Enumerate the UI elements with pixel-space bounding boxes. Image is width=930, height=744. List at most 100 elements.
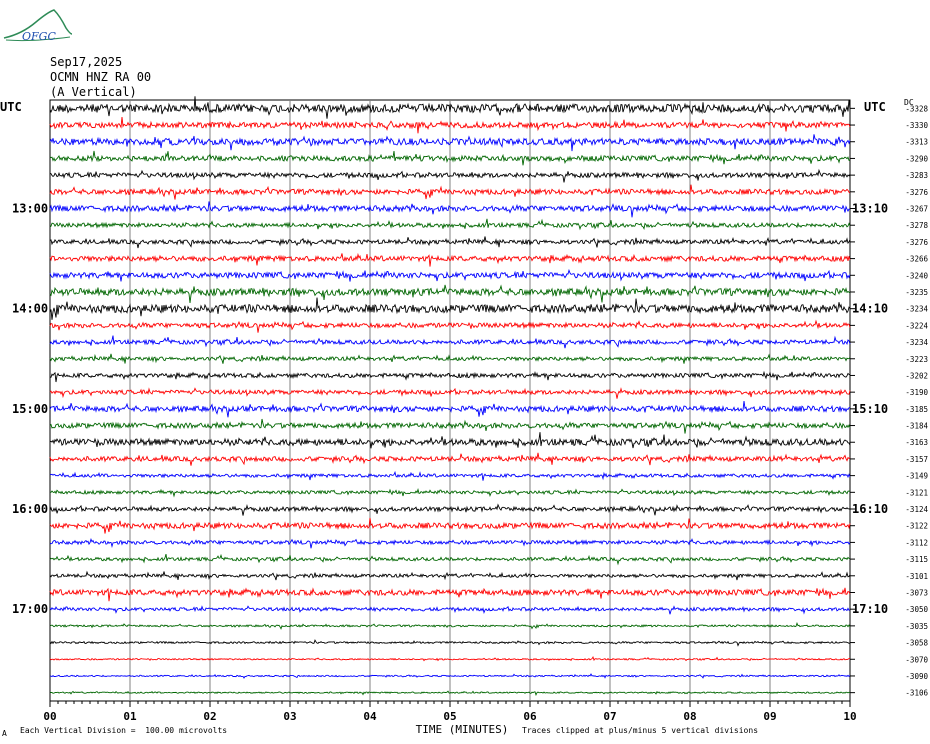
trace-line (49, 570, 851, 581)
dc-offset-label: -3234 (905, 338, 928, 347)
trace-line (49, 353, 851, 364)
dc-offset-label: -3224 (905, 321, 928, 330)
dc-offset-label: -3124 (905, 505, 928, 514)
dc-offset-label: -3278 (905, 221, 928, 230)
right-time-label: 14:10 (852, 302, 888, 316)
trace-line (49, 470, 851, 481)
trace-line (49, 587, 851, 602)
dc-offset-label: -3090 (905, 672, 928, 681)
station-label: OCMN HNZ RA 00 (50, 70, 152, 84)
trace-line (49, 236, 851, 249)
trace-line (49, 488, 851, 498)
trace-line (49, 452, 851, 466)
trace-line (49, 201, 851, 218)
left-time-label: 16:00 (12, 502, 48, 516)
x-tick-label: 03 (283, 710, 296, 723)
dc-offset-label: -3035 (905, 622, 928, 631)
date-label: Sep17,2025 (50, 55, 123, 69)
trace-line (49, 432, 851, 449)
dc-offset-label: -3276 (905, 188, 928, 197)
trace-line (49, 218, 851, 231)
trace-line (49, 622, 851, 630)
trace-line (49, 690, 851, 697)
trace-line (49, 168, 851, 183)
left-time-label: 17:00 (12, 602, 48, 616)
dc-offset-label: -3223 (905, 355, 928, 364)
dc-offset-label: -3283 (905, 171, 928, 180)
x-tick-label: 10 (843, 710, 856, 723)
dc-offset-label: -3190 (905, 388, 928, 397)
trace-line (49, 639, 851, 647)
trace-line (49, 134, 851, 152)
trace-line (49, 150, 851, 166)
right-time-label: 13:10 (852, 202, 888, 216)
x-tick-label: 05 (443, 710, 456, 723)
trace-line (49, 96, 851, 119)
trace-line (49, 517, 851, 534)
dc-offset-label: -3106 (905, 689, 928, 698)
trace-line (49, 268, 851, 282)
right-time-label: 15:10 (852, 402, 888, 416)
dc-offset-label: -3185 (905, 405, 928, 414)
dc-offset-label: -3313 (905, 138, 928, 147)
dc-offset-label: -3050 (905, 605, 928, 614)
right-time-label: 17:10 (852, 602, 888, 616)
trace-line (49, 319, 851, 333)
trace-line (49, 284, 851, 304)
left-time-label: 14:00 (12, 302, 48, 316)
left-time-label: 13:00 (12, 202, 48, 216)
x-tick-label: 06 (523, 710, 537, 723)
left-time-label: 15:00 (12, 402, 48, 416)
vertical-division-note: Each Vertical Division = 100.00 microvol… (20, 726, 228, 735)
dc-offset-label: -3058 (905, 639, 928, 648)
dc-header-label: DC (904, 98, 914, 107)
x-tick-label: 09 (763, 710, 776, 723)
component-label: (A Vertical) (50, 85, 137, 99)
x-axis-label: TIME (MINUTES) (416, 723, 509, 736)
dc-offset-label: -3290 (905, 154, 928, 163)
dc-offset-label: -3149 (905, 472, 928, 481)
trace-line (50, 673, 851, 679)
trace-line (49, 401, 851, 418)
dc-offset-label: -3266 (905, 255, 928, 264)
clip-note: Traces clipped at plus/minus 5 vertical … (522, 726, 759, 735)
trace-line (49, 335, 851, 349)
trace-line (49, 117, 851, 134)
left-timezone-label: UTC (0, 100, 22, 114)
right-time-label: 16:10 (852, 502, 888, 516)
trace-line (49, 537, 851, 549)
dc-offset-label: -3330 (905, 121, 928, 130)
trace-line (49, 184, 851, 200)
trace-line (49, 605, 851, 615)
trace-line (49, 252, 851, 267)
dc-offset-label: -3070 (905, 655, 928, 664)
dc-offset-label: -3276 (905, 238, 928, 247)
trace-line (49, 553, 851, 566)
dc-offset-label: -3240 (905, 271, 928, 280)
dc-offset-label: -3235 (905, 288, 928, 297)
trace-line (49, 370, 851, 383)
dc-offset-label: -3121 (905, 488, 928, 497)
dc-offset-label: -3163 (905, 438, 928, 447)
dc-offset-label: -3112 (905, 538, 928, 547)
x-tick-label: 08 (683, 710, 696, 723)
right-timezone-label: UTC (864, 100, 886, 114)
dc-offset-label: -3157 (905, 455, 928, 464)
dc-offset-label: -3202 (905, 371, 928, 380)
x-tick-label: 02 (203, 710, 216, 723)
trace-line (49, 418, 851, 434)
dc-offset-label: -3328 (905, 104, 928, 113)
dc-offset-label: -3234 (905, 305, 928, 314)
trace-line (49, 503, 851, 516)
footer-marker: A (2, 729, 7, 738)
x-tick-label: 04 (363, 710, 377, 723)
trace-line (49, 297, 851, 320)
dc-offset-label: -3122 (905, 522, 928, 531)
dc-offset-label: -3267 (905, 205, 928, 214)
x-tick-label: 01 (123, 710, 137, 723)
x-tick-label: 07 (603, 710, 616, 723)
dc-offset-label: -3101 (905, 572, 928, 581)
dc-offset-label: -3115 (905, 555, 928, 564)
dc-offset-label: -3184 (905, 422, 928, 431)
